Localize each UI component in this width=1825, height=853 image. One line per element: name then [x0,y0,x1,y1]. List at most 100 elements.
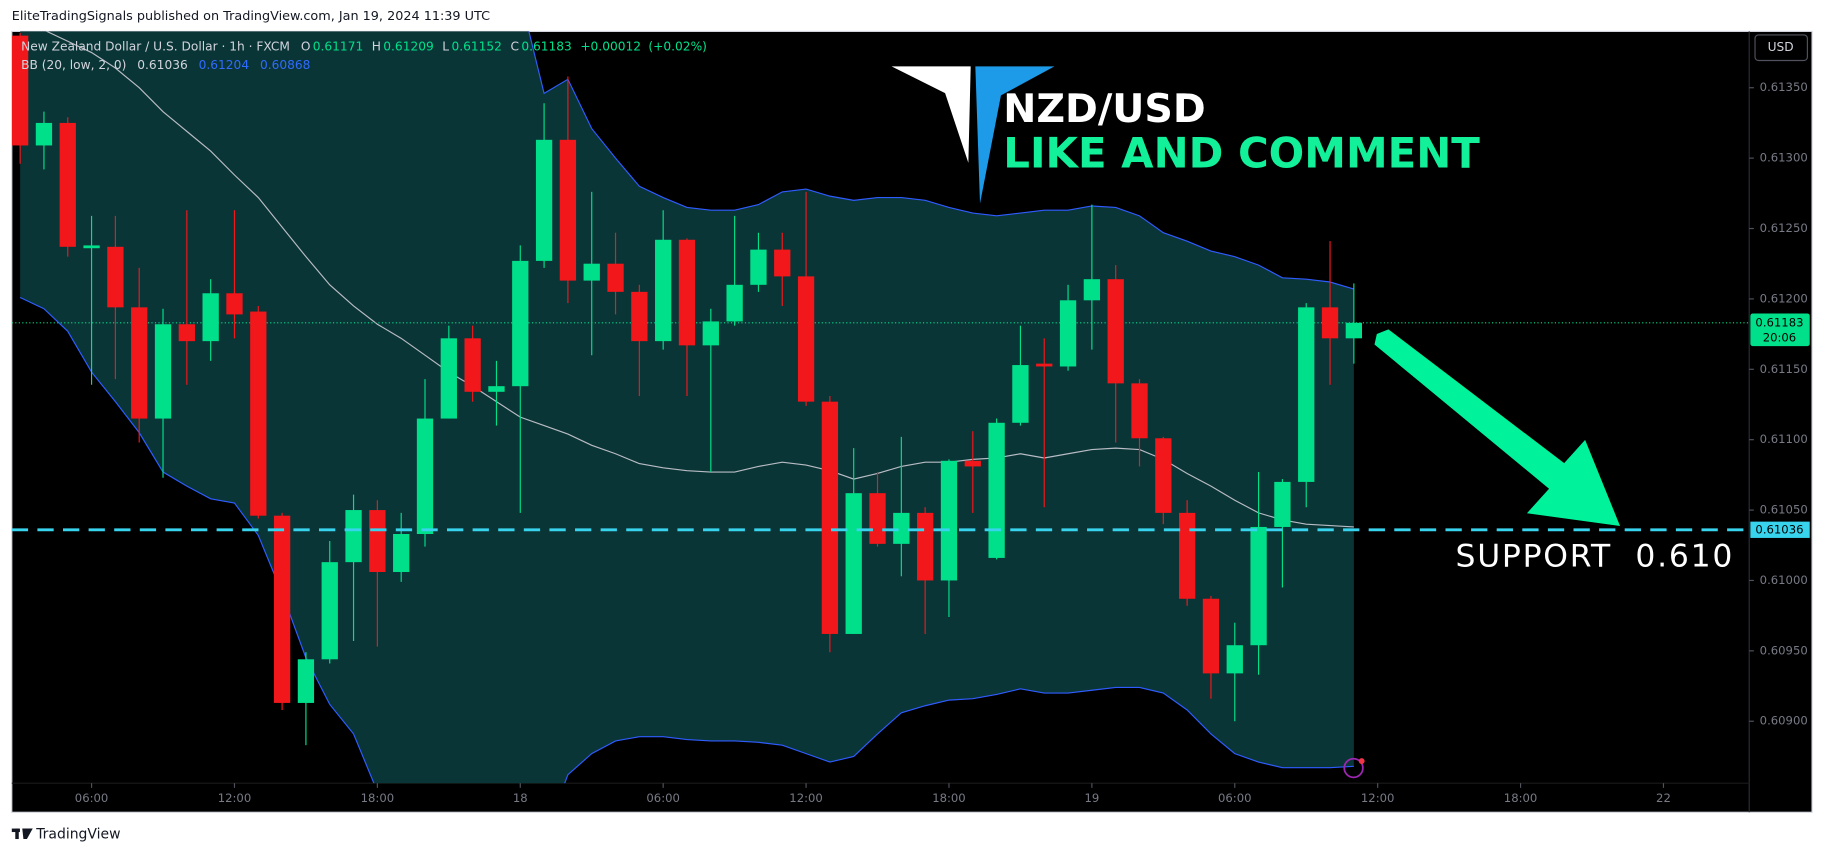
candle-body [726,284,743,322]
candle-body [11,35,29,146]
candle-body [83,245,100,249]
title: NZD/USD [1003,86,1205,132]
candle-body [750,249,767,285]
x-tick-label: 18:00 [932,791,966,805]
candle-body [607,263,624,292]
candle-body [273,515,291,703]
candle-body [202,293,219,342]
y-tick-label: 0.60900 [1760,714,1808,728]
x-tick-label: 06:00 [1218,791,1252,805]
subtitle: LIKE AND COMMENT [1003,128,1480,177]
support-text: SUPPORT 0.610 [1456,538,1735,574]
candle-body [1131,383,1148,439]
candle-body [917,512,934,581]
candle-body [535,139,553,261]
candle-body [1321,307,1339,339]
support-price-label: 0.61036 [1755,522,1803,536]
last-price-label: 0.61183 [1755,315,1803,329]
candle-body [1345,322,1362,339]
candle-body [1059,300,1077,367]
plot-area [11,31,1750,784]
candle-body [869,493,886,544]
candle-body [678,239,696,346]
y-tick-label: 0.60950 [1760,643,1808,657]
countdown: 20:06 [1763,330,1797,344]
support-price-box [1750,521,1810,538]
band-lower [19,296,1354,784]
footer-logo [15,828,19,840]
candle-body [821,401,839,634]
x-tick-label: 18 [513,791,528,805]
legend-h-value: 0.61209 [383,39,433,53]
alert-icon[interactable] [1343,757,1364,779]
candle-body [702,321,719,346]
candle-body [1250,526,1267,646]
x-tick-label: 12:00 [218,791,252,805]
candle-body [226,293,243,315]
band-basis [45,31,1354,528]
x-tick-label: 19 [1084,791,1099,805]
legend-bb-upper: 0.61204 [199,58,250,72]
logo-white [891,66,971,163]
x-tick-label: 06:00 [75,791,109,805]
legend-l-label: L [442,39,449,53]
footer-logo [22,828,33,840]
candle-body [940,460,958,581]
legend-bb-lower: 0.60868 [260,58,310,72]
y-tick-label: 0.61000 [1760,573,1808,587]
candle-body [440,338,457,419]
legend-change: +0.00012 [580,39,641,53]
candle-body [35,122,53,146]
legend-c-value: 0.61183 [521,39,571,53]
last-price-box [1750,313,1810,347]
candle-body [964,460,981,467]
candle-body [559,139,577,281]
candle-body [393,533,410,573]
y-tick-label: 0.61300 [1760,151,1808,165]
x-tick-label: 22 [1656,791,1671,805]
candle-body [512,260,529,387]
candle-body [774,249,791,277]
candle-body [250,311,267,516]
legend-c-label: C [510,39,519,53]
candle-body [988,422,1005,558]
x-tick-label: 12:00 [789,791,823,805]
candle-body [655,239,672,342]
legend-l-value: 0.61152 [451,39,501,53]
currency-box[interactable] [1754,34,1808,62]
candle-body [178,324,195,342]
footer-brand: TradingView [35,826,120,842]
y-tick-label: 0.61250 [1760,221,1808,235]
x-tick-label: 18:00 [1504,791,1538,805]
candle-body [297,659,315,703]
band-upper [528,31,1355,290]
y-tick-label: 0.61150 [1760,362,1808,376]
candle-body [631,291,648,342]
alert-dot [1358,758,1365,764]
legend-h-label: H [372,39,381,53]
candle-body [1202,598,1220,674]
candle-body [1012,365,1029,423]
y-tick-label: 0.61350 [1760,80,1808,94]
candle-body [107,246,124,308]
candle-body [59,122,76,247]
x-tick-label: 12:00 [1361,791,1395,805]
legend-o-value: 0.61171 [313,39,363,53]
candle-body [1274,481,1291,527]
candle-body [1036,363,1053,367]
legend-bb-name: BB (20, low, 2, 0) [21,58,126,72]
candle-body [369,510,386,573]
candle-body [1178,512,1196,599]
candle-body [1298,307,1315,482]
legend-o-label: O [301,39,311,53]
legend-bb: BB (20, low, 2, 0) 0.61036 0.61204 0.608… [21,58,310,72]
candle-body [583,263,600,281]
y-tick-label: 0.61200 [1760,291,1808,305]
x-tick-label: 06:00 [646,791,680,805]
arrow [1374,329,1621,526]
x-tick-label: 18:00 [361,791,395,805]
candle-body [1083,279,1101,301]
candle-body [488,386,505,392]
logo-blue [975,66,1055,204]
